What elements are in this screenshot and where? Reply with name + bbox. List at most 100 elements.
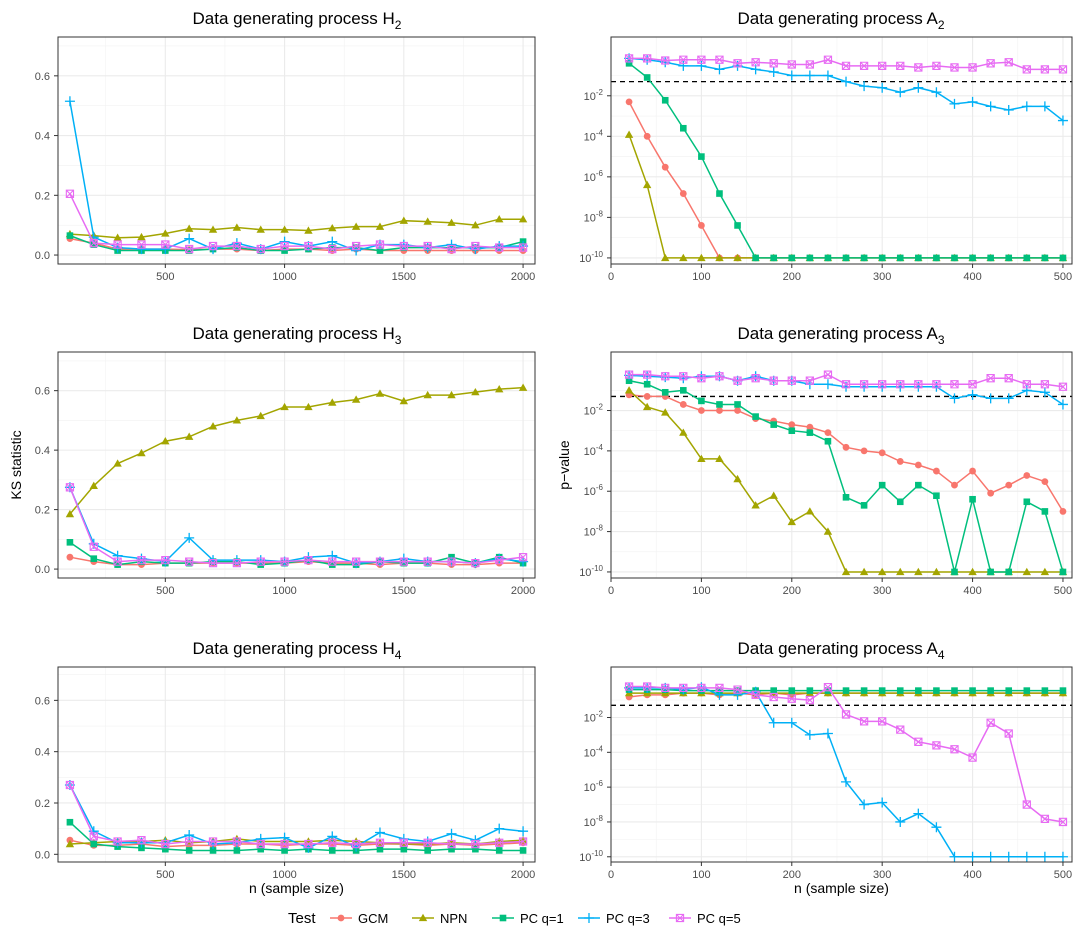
data-point-pc-q-1: [400, 845, 408, 853]
panel-a4: 0 100 200 300 400 500 10-2 10-4 10-6 10-8 10-10 Dat…: [579, 639, 1073, 896]
data-point-pc-q-1: [1059, 687, 1067, 694]
y-tick-exponent: -8: [596, 209, 604, 218]
data-point-gcm: [697, 222, 705, 229]
x-tick-label: 500: [156, 869, 174, 881]
data-point-pc-q-1: [643, 380, 651, 388]
data-point-pc-q-5: [1040, 814, 1050, 824]
data-point-pc-q-5: [137, 240, 146, 249]
y-tick-label: 0.6: [35, 695, 50, 707]
y-tick-exponent: -10: [591, 564, 603, 573]
y-tick-exponent: -6: [596, 169, 604, 178]
data-point-pc-q-5: [896, 380, 905, 389]
data-point-pc-q-3: [877, 797, 888, 808]
data-point-npn: [399, 396, 409, 405]
panel-a3: 0 100 200 300 400 500 10-2 10-4 10-6 10-8 10-10 Dat…: [556, 324, 1073, 597]
data-point-pc-q-5: [185, 837, 194, 846]
y-tick-label: 10-6: [584, 779, 604, 794]
data-point-npn: [624, 130, 634, 138]
data-point-npn: [89, 481, 98, 489]
data-point-pc-q-3: [877, 82, 888, 93]
data-point-gcm: [679, 401, 687, 408]
x-tick-label: 500: [1054, 585, 1072, 597]
y-tick-exponent: -10: [591, 250, 603, 259]
data-point-pc-q-5: [679, 372, 688, 381]
data-point-npn: [787, 517, 796, 526]
data-point-pc-q-3: [822, 70, 833, 81]
data-point-pc-q-1: [896, 498, 904, 506]
data-point-pc-q-3: [1057, 851, 1068, 862]
data-point-gcm: [842, 443, 850, 451]
data-point-npn: [733, 474, 742, 483]
data-point-pc-q-3: [184, 233, 195, 244]
y-tick-exponent: -6: [596, 483, 604, 492]
x-tick-label: 100: [692, 271, 710, 283]
data-point-npn: [328, 398, 337, 406]
data-point-pc-q-1: [680, 124, 687, 132]
data-point-pc-q-5: [643, 682, 652, 691]
data-point-pc-q-5: [447, 839, 456, 849]
data-point-npn: [841, 567, 851, 576]
data-point-pc-q-5: [65, 189, 75, 198]
data-point-pc-q-5: [769, 376, 778, 385]
data-point-pc-q-5: [185, 244, 194, 254]
data-point-pc-q-3: [895, 816, 906, 827]
panel-title: Data generating process A3: [737, 324, 944, 347]
data-point-pc-q-5: [185, 557, 194, 566]
x-tick-label: 2000: [511, 585, 535, 597]
data-point-npn: [208, 225, 218, 233]
data-point-pc-q-5: [113, 240, 122, 249]
data-point-pc-q-5: [280, 839, 289, 849]
plot-area: [611, 37, 1072, 264]
panel-title: Data generating process H4: [193, 639, 402, 662]
y-tick-label: 10-4: [584, 744, 604, 759]
data-point-pc-q-5: [805, 695, 815, 705]
panel-title: Data generating process A2: [737, 9, 944, 32]
data-point-pc-q-1: [770, 254, 778, 262]
x-tick-label: 1000: [272, 869, 296, 881]
data-point-pc-q-1: [806, 254, 814, 262]
data-point-pc-q-5: [715, 55, 724, 64]
data-point-npn: [447, 390, 456, 399]
data-point-npn: [232, 416, 242, 424]
data-point-npn: [697, 454, 706, 463]
y-tick-label: 0.6: [35, 71, 50, 83]
data-point-pc-q-1: [806, 429, 814, 436]
data-point-pc-q-5: [351, 557, 361, 566]
data-point-pc-q-1: [66, 818, 74, 826]
x-tick-label: 500: [156, 585, 174, 597]
data-point-pc-q-5: [896, 725, 905, 734]
data-point-pc-q-1: [90, 241, 98, 248]
series-pc-q-1: [625, 60, 1067, 262]
data-point-pc-q-5: [950, 380, 959, 389]
data-point-pc-q-5: [208, 241, 218, 251]
data-point-pc-q-5: [624, 54, 634, 63]
data-point-pc-q-1: [448, 845, 455, 853]
y-tick-label: 0.2: [35, 190, 50, 202]
data-point-pc-q-3: [1021, 385, 1032, 396]
data-point-pc-q-5: [787, 376, 796, 385]
x-tick-label: 0: [608, 869, 614, 881]
data-point-pc-q-1: [860, 687, 868, 694]
data-point-npn: [113, 233, 122, 241]
panel-title: Data generating process A4: [737, 639, 944, 662]
data-point-pc-q-5: [697, 374, 706, 383]
data-point-pc-q-1: [281, 247, 288, 254]
data-point-pc-q-5: [1058, 65, 1068, 74]
legend-entry-gcm: GCM: [330, 911, 388, 926]
data-point-gcm: [716, 407, 723, 414]
data-point-pc-q-5: [137, 836, 146, 845]
data-point-pc-q-3: [1039, 101, 1050, 112]
panel-title-subscript: 2: [938, 18, 945, 32]
data-point-pc-q-1: [1005, 687, 1013, 694]
gridlines: [58, 352, 535, 578]
legend-entry-pc-q-1: PC q=1: [492, 911, 564, 926]
data-point-pc-q-1: [376, 247, 384, 254]
data-point-pc-q-5: [1058, 382, 1068, 391]
data-point-pc-q-5: [624, 370, 634, 379]
series-pc-q-5: [624, 370, 1068, 391]
data-point-pc-q-1: [716, 190, 723, 197]
panel-border: [57, 351, 536, 579]
data-point-pc-q-3: [136, 244, 147, 255]
series-pc-q-5: [624, 54, 1068, 74]
x-tick-label: 0: [608, 585, 614, 597]
